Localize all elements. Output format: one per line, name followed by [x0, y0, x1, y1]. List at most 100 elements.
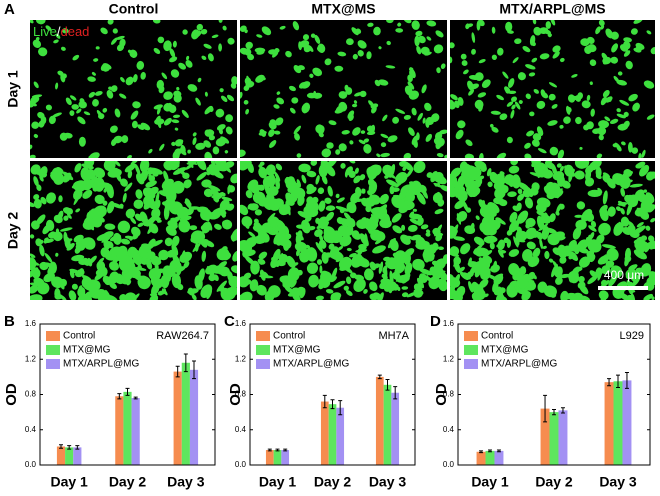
cell — [601, 265, 611, 275]
cell — [240, 161, 252, 165]
cell — [341, 130, 350, 135]
cell — [252, 191, 266, 204]
cell — [468, 89, 475, 96]
cell — [433, 270, 446, 275]
cell — [107, 20, 114, 25]
cell — [502, 178, 514, 186]
cell — [437, 246, 444, 251]
cell — [360, 130, 366, 134]
cell — [250, 260, 260, 275]
cell — [295, 232, 304, 241]
legend-swatch — [46, 331, 60, 341]
cell — [296, 286, 306, 296]
cell — [48, 115, 56, 125]
cell — [171, 119, 180, 124]
cell — [568, 274, 576, 283]
cell — [206, 217, 210, 222]
cell — [216, 124, 226, 131]
cell — [493, 197, 505, 205]
cell — [616, 113, 626, 119]
cell — [455, 187, 465, 198]
bar — [558, 410, 568, 465]
cell — [219, 88, 224, 93]
cell — [460, 53, 467, 60]
cell — [598, 134, 604, 141]
cell — [368, 100, 375, 108]
cell — [345, 276, 352, 285]
cell — [404, 248, 415, 257]
cell — [524, 186, 534, 198]
cell — [273, 104, 280, 109]
cell — [306, 196, 314, 205]
cell — [402, 166, 407, 172]
cell — [63, 132, 73, 139]
cell — [292, 262, 299, 267]
cell — [639, 164, 650, 177]
annotation: L929 — [620, 330, 644, 342]
cell — [33, 194, 40, 200]
cell — [165, 185, 176, 200]
legend-swatch — [256, 331, 270, 341]
cell — [77, 293, 93, 300]
x-tick-label: Day 2 — [535, 474, 573, 490]
cell — [355, 249, 368, 253]
cell — [367, 164, 382, 177]
cell — [363, 288, 368, 294]
cell — [89, 208, 103, 221]
error-bar — [75, 445, 80, 450]
cell — [221, 196, 233, 202]
cell — [345, 290, 353, 296]
cell — [537, 148, 547, 154]
legend-swatch — [464, 345, 478, 355]
cell — [424, 102, 432, 112]
cell — [478, 153, 484, 158]
bar — [265, 450, 274, 465]
bar — [181, 362, 190, 465]
cell — [285, 50, 292, 58]
cell — [570, 292, 584, 300]
cell — [602, 89, 610, 98]
plot-frame — [39, 323, 216, 466]
cell — [625, 268, 637, 279]
cell — [130, 161, 140, 166]
cell — [150, 283, 160, 296]
cell — [380, 133, 389, 139]
cell — [376, 153, 381, 158]
cell — [381, 273, 386, 278]
cell — [86, 219, 95, 231]
cell — [51, 276, 64, 289]
cell — [477, 92, 487, 98]
cell — [273, 130, 281, 135]
cell — [129, 236, 134, 241]
cell — [435, 30, 444, 38]
panel-label: C — [224, 313, 235, 330]
y-tick-label: 1.6 — [235, 319, 247, 328]
cell — [450, 56, 453, 64]
cell — [378, 79, 389, 86]
cell — [605, 96, 613, 103]
cell — [442, 254, 447, 264]
cell — [168, 161, 180, 171]
cell — [631, 147, 639, 154]
cell — [425, 119, 430, 128]
cell — [112, 28, 118, 34]
cell — [106, 89, 114, 99]
cell — [207, 221, 213, 231]
cell — [517, 72, 526, 81]
cell — [522, 249, 533, 262]
cell — [426, 172, 433, 178]
cell — [195, 142, 206, 150]
scale-bar-label: 400 μm — [604, 268, 644, 282]
cell — [73, 188, 83, 201]
cell — [539, 53, 550, 60]
cell — [464, 153, 474, 158]
error-bar — [552, 408, 556, 416]
cell — [55, 252, 59, 257]
cell — [318, 239, 327, 249]
cell — [628, 93, 638, 102]
cell — [244, 48, 252, 56]
cell — [171, 141, 176, 147]
cell — [616, 108, 621, 113]
cell — [272, 248, 281, 263]
y-tick-label: 0.4 — [235, 425, 247, 434]
